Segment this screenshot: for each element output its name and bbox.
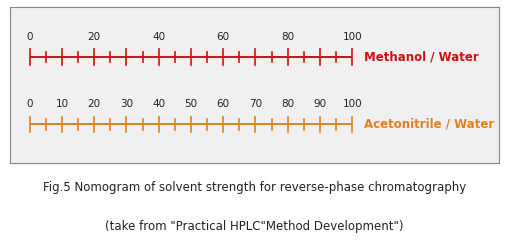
Text: 40: 40 [152, 99, 165, 109]
Text: 70: 70 [249, 99, 262, 109]
Text: 100: 100 [343, 32, 362, 42]
Text: 100: 100 [343, 99, 362, 109]
Text: 80: 80 [281, 99, 294, 109]
Text: 90: 90 [314, 99, 327, 109]
Text: Fig.5 Nomogram of solvent strength for reverse-phase chromatography: Fig.5 Nomogram of solvent strength for r… [43, 181, 466, 194]
Text: 30: 30 [120, 99, 133, 109]
Text: 60: 60 [217, 99, 230, 109]
Text: 80: 80 [281, 32, 294, 42]
Text: 0: 0 [26, 32, 33, 42]
Text: (take from "Practical HPLC"Method Development"): (take from "Practical HPLC"Method Develo… [105, 220, 404, 233]
Text: 20: 20 [88, 32, 101, 42]
Text: Acetonitrile / Water: Acetonitrile / Water [364, 118, 495, 131]
Text: Methanol / Water: Methanol / Water [364, 51, 479, 64]
Text: 60: 60 [217, 32, 230, 42]
Text: 40: 40 [152, 32, 165, 42]
Text: 10: 10 [55, 99, 69, 109]
Text: 50: 50 [184, 99, 197, 109]
Text: 20: 20 [88, 99, 101, 109]
Text: 0: 0 [26, 99, 33, 109]
